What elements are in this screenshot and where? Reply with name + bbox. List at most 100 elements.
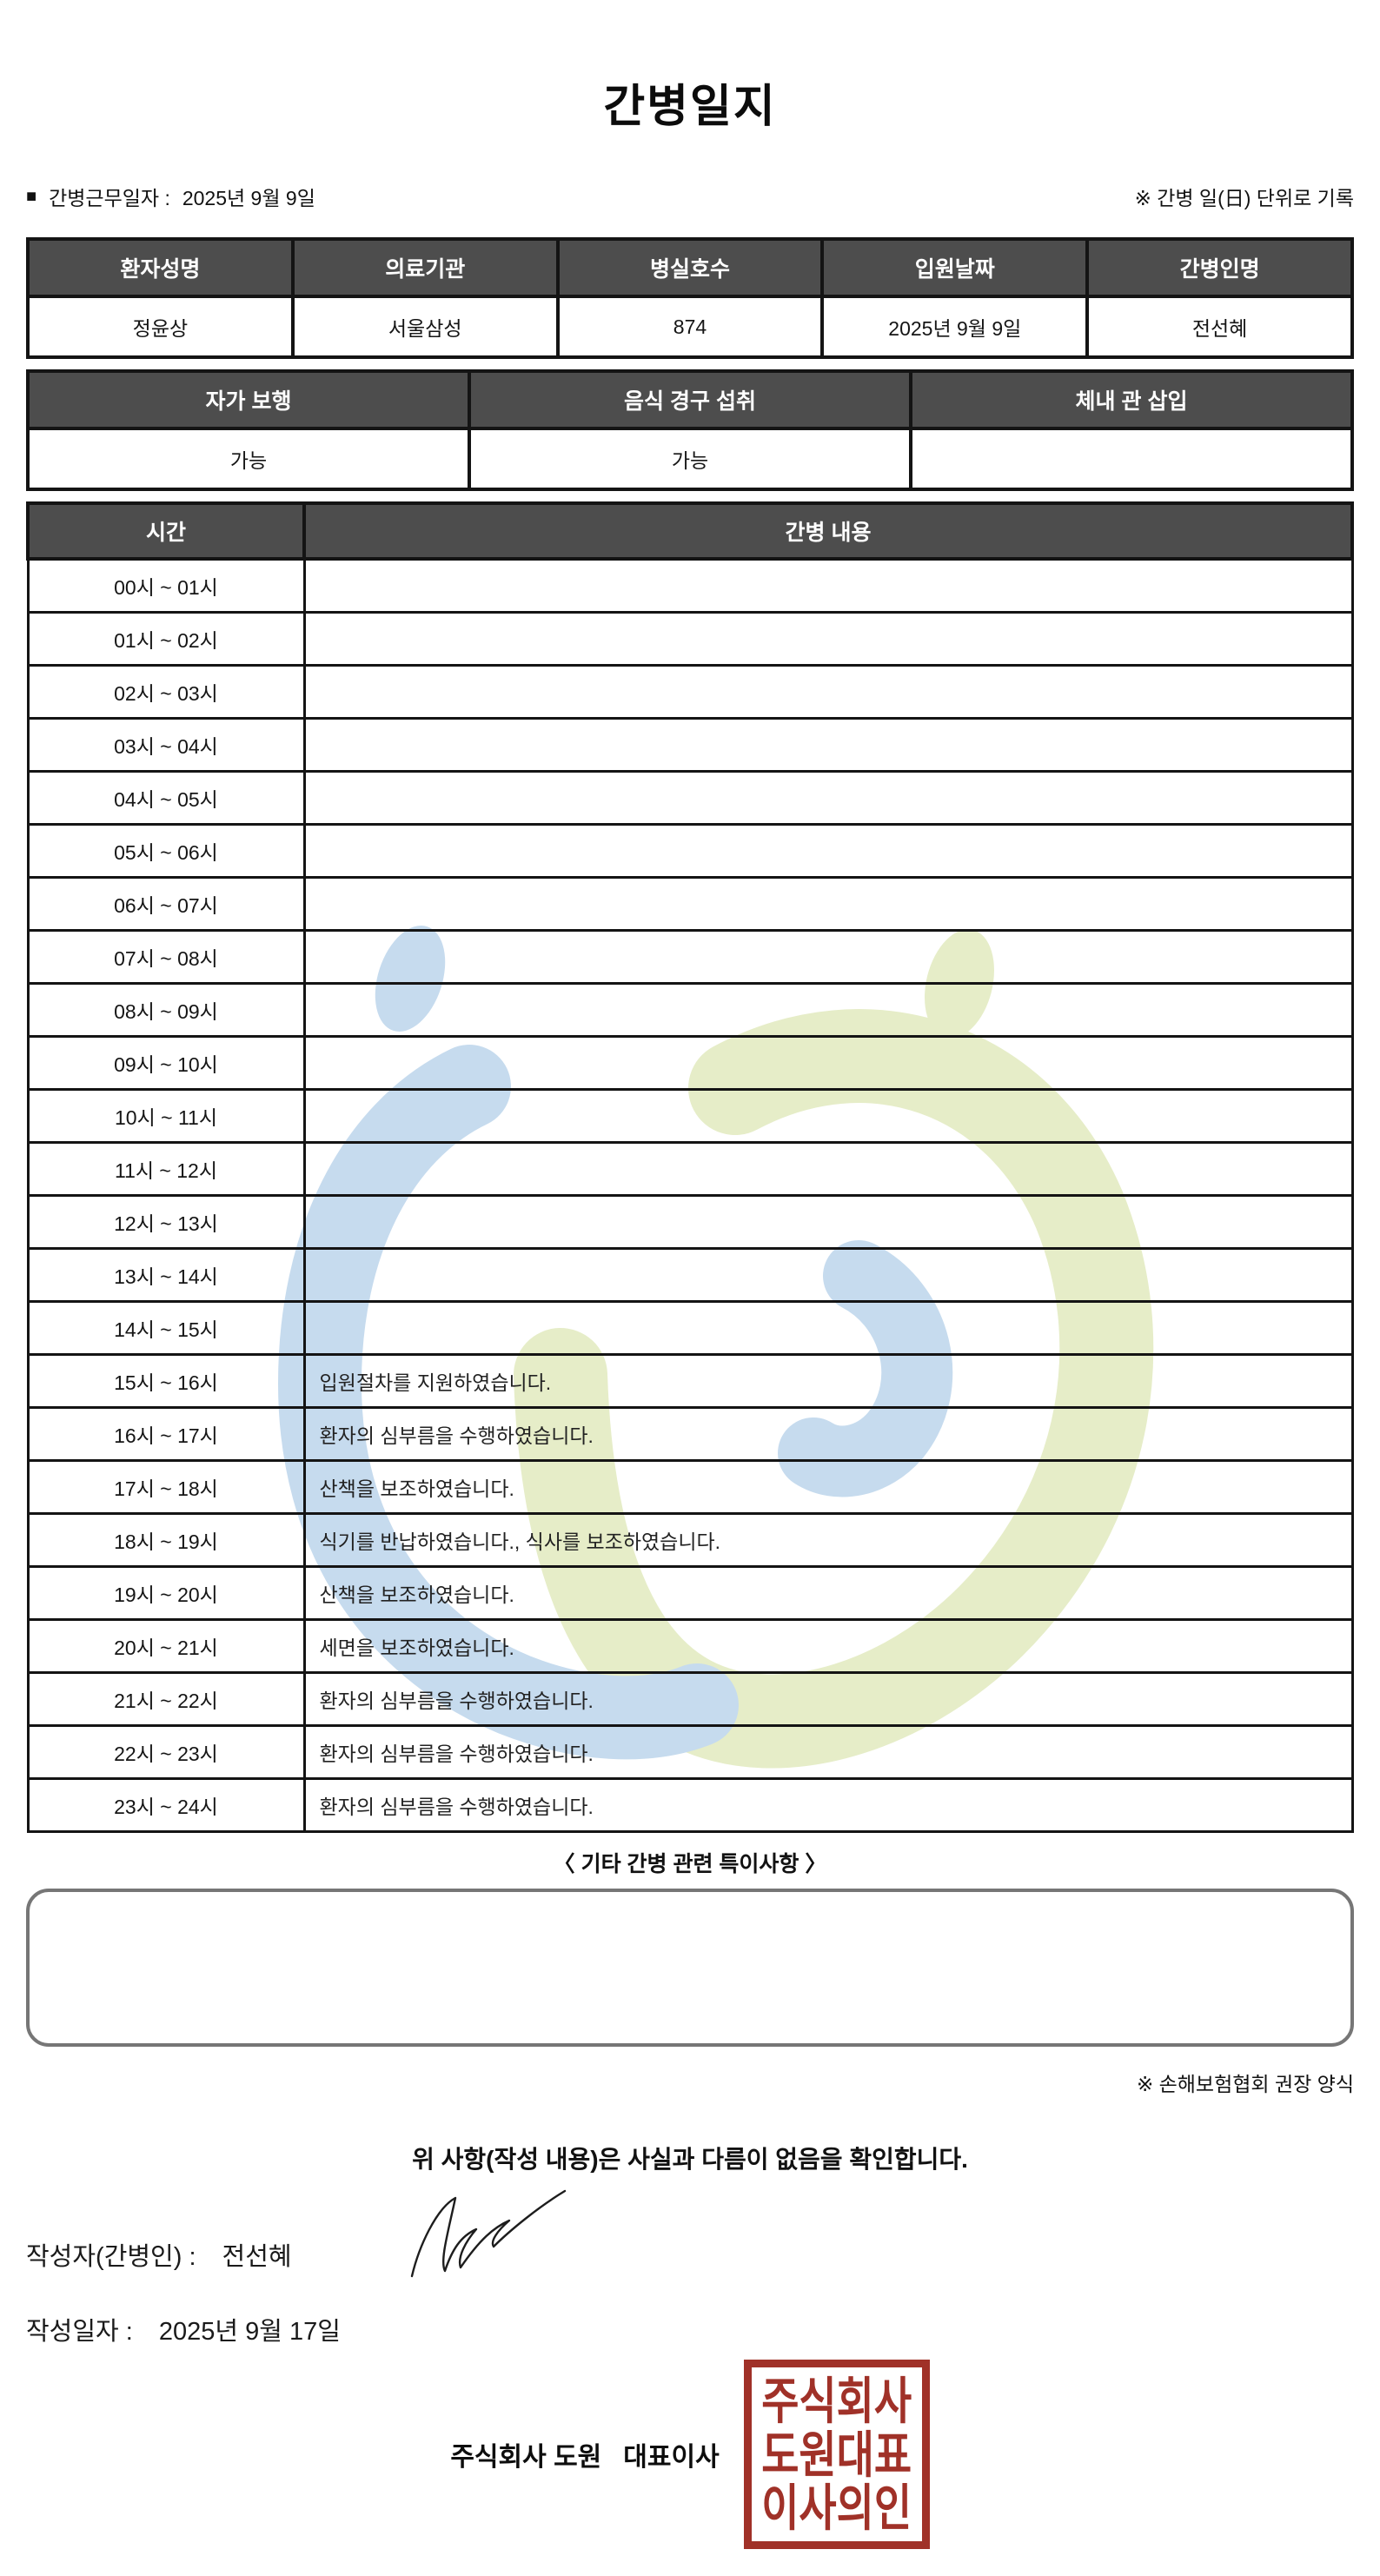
care-content-cell [302, 876, 1354, 932]
care-time-cell: 05시 ~ 06시 [26, 823, 306, 879]
care-content-cell [302, 557, 1354, 614]
care-table-row: 22시 ~ 23시 환자의 심부름을 수행하였습니다. [26, 1724, 1354, 1780]
care-time-cell: 10시 ~ 11시 [26, 1088, 306, 1144]
patient-status-table: 자가 보행 음식 경구 섭취 체내 관 삽입 가능 가능 [26, 369, 1354, 491]
care-time-cell: 04시 ~ 05시 [26, 770, 306, 826]
care-content-cell: 환자의 심부름을 수행하였습니다. [302, 1671, 1354, 1727]
care-table-row: 06시 ~ 07시 [26, 876, 1354, 932]
care-time-cell: 23시 ~ 24시 [26, 1777, 306, 1833]
tube-insertion-value [909, 427, 1354, 491]
care-table-row: 10시 ~ 11시 [26, 1088, 1354, 1144]
care-table-row: 15시 ~ 16시 입원절차를 지원하였습니다. [26, 1353, 1354, 1409]
oral-intake-header: 음식 경구 섭취 [468, 369, 912, 430]
patient-name-value: 정윤상 [26, 295, 295, 359]
care-table-row: 17시 ~ 18시 산책을 보조하였습니다. [26, 1459, 1354, 1515]
care-content-cell [302, 770, 1354, 826]
care-time-cell: 11시 ~ 12시 [26, 1141, 306, 1197]
admission-date-value: 2025년 9월 9일 [820, 295, 1090, 359]
care-time-cell: 14시 ~ 15시 [26, 1300, 306, 1356]
patient-info-header-row: 환자성명 의료기관 병실호수 입원날짜 간병인명 [26, 237, 1354, 298]
company-name: 주식회사 도원 대표이사 [450, 2443, 720, 2472]
work-date-label: 간병근무일자 : [49, 187, 170, 209]
stamp-line: 주식회사 [761, 2372, 912, 2429]
care-time-cell: 19시 ~ 20시 [26, 1565, 306, 1621]
care-time-cell: 01시 ~ 02시 [26, 611, 306, 667]
status-value-row: 가능 가능 [26, 427, 1354, 491]
signature [410, 2189, 567, 2278]
care-table-row: 07시 ~ 08시 [26, 929, 1354, 985]
care-table-row: 18시 ~ 19시 식기를 반납하였습니다., 식사를 보조하였습니다. [26, 1512, 1354, 1568]
recommended-form-note: ※ 손해보험협회 권장 양식 [1136, 2073, 1354, 2095]
care-time-cell: 07시 ~ 08시 [26, 929, 306, 985]
written-date-line: 작성일자 : 2025년 9월 17일 [26, 2311, 1354, 2347]
care-time-cell: 12시 ~ 13시 [26, 1194, 306, 1250]
care-table-row: 02시 ~ 03시 [26, 664, 1354, 720]
self-walking-value: 가능 [26, 427, 471, 491]
care-table-row: 08시 ~ 09시 [26, 982, 1354, 1038]
writer-label: 작성자(간병인) : [26, 2243, 196, 2271]
care-table-row: 03시 ~ 04시 [26, 717, 1354, 773]
care-content-cell [302, 1194, 1354, 1250]
patient-info-table: 환자성명 의료기관 병실호수 입원날짜 간병인명 정윤상 서울삼성 874 20… [26, 237, 1354, 359]
care-time-cell: 22시 ~ 23시 [26, 1724, 306, 1780]
corporate-seal-stamp: 주식회사 도원대표 이사의인 [743, 2360, 930, 2549]
care-time-cell: 21시 ~ 22시 [26, 1671, 306, 1727]
written-date-value: 2025년 9월 17일 [158, 2318, 341, 2346]
written-date-label: 작성일자 : [26, 2318, 133, 2346]
care-content-cell: 산책을 보조하였습니다. [302, 1459, 1354, 1515]
care-content-cell [302, 1088, 1354, 1144]
medical-institution-header: 의료기관 [290, 237, 560, 298]
care-table-row: 21시 ~ 22시 환자의 심부름을 수행하였습니다. [26, 1671, 1354, 1727]
care-table-row: 19시 ~ 20시 산책을 보조하였습니다. [26, 1565, 1354, 1621]
header-info-row: ■ 간병근무일자 : 2025년 9월 9일 ※ 간병 일(日) 단위로 기록 [26, 182, 1354, 211]
care-content-cell [302, 823, 1354, 879]
hourly-care-table: 시간 간병 내용 00시 ~ 01시 01시 ~ 02시 02시 ~ 03시 0… [26, 501, 1354, 1833]
special-notes-box [26, 1889, 1354, 2047]
room-number-value: 874 [555, 295, 825, 359]
care-table-row: 11시 ~ 12시 [26, 1141, 1354, 1197]
oral-intake-value: 가능 [468, 427, 912, 491]
care-content-cell [302, 1035, 1354, 1091]
status-header-row: 자가 보행 음식 경구 섭취 체내 관 삽입 [26, 369, 1354, 430]
room-number-header: 병실호수 [555, 237, 825, 298]
care-time-cell: 13시 ~ 14시 [26, 1247, 306, 1303]
care-time-cell: 03시 ~ 04시 [26, 717, 306, 773]
care-table-row: 20시 ~ 21시 세면을 보조하였습니다. [26, 1618, 1354, 1674]
care-table-row: 09시 ~ 10시 [26, 1035, 1354, 1091]
care-content-cell: 입원절차를 지원하였습니다. [302, 1353, 1354, 1409]
tube-insertion-header: 체내 관 삽입 [909, 369, 1354, 430]
care-time-cell: 18시 ~ 19시 [26, 1512, 306, 1568]
care-table-body: 00시 ~ 01시 01시 ~ 02시 02시 ~ 03시 03시 ~ 04시 … [26, 557, 1354, 1833]
special-notes-heading: 〈 기타 간병 관련 특이사항 〉 [553, 1852, 827, 1876]
care-table-header-row: 시간 간병 내용 [26, 501, 1354, 561]
care-content-cell: 식기를 반납하였습니다., 식사를 보조하였습니다. [302, 1512, 1354, 1568]
writer-name: 전선혜 [222, 2243, 292, 2271]
care-table-row: 16시 ~ 17시 환자의 심부름을 수행하였습니다. [26, 1406, 1354, 1462]
care-table-row: 01시 ~ 02시 [26, 611, 1354, 667]
stamp-line: 이사의인 [761, 2480, 912, 2537]
page-title: 간병일지 [603, 82, 777, 132]
stamp-line: 도원대표 [761, 2426, 912, 2483]
care-content-cell: 환자의 심부름을 수행하였습니다. [302, 1724, 1354, 1780]
care-content-cell [302, 611, 1354, 667]
care-time-cell: 09시 ~ 10시 [26, 1035, 306, 1091]
care-time-cell: 06시 ~ 07시 [26, 876, 306, 932]
confirmation-statement: 위 사항(작성 내용)은 사실과 다름이 없음을 확인합니다. [412, 2146, 968, 2173]
care-content-cell [302, 1141, 1354, 1197]
care-table-row: 05시 ~ 06시 [26, 823, 1354, 879]
unit-note: ※ 간병 일(日) 단위로 기록 [1134, 187, 1354, 209]
care-time-cell: 00시 ~ 01시 [26, 557, 306, 614]
care-content-cell: 환자의 심부름을 수행하였습니다. [302, 1406, 1354, 1462]
care-time-cell: 16시 ~ 17시 [26, 1406, 306, 1462]
work-date-value: 2025년 9월 9일 [182, 187, 315, 209]
care-content-cell [302, 982, 1354, 1038]
care-table-row: 00시 ~ 01시 [26, 557, 1354, 614]
care-content-cell [302, 1300, 1354, 1356]
work-date-line: ■ 간병근무일자 : 2025년 9월 9일 [26, 182, 315, 211]
care-content-cell: 산책을 보조하였습니다. [302, 1565, 1354, 1621]
care-table-row: 13시 ~ 14시 [26, 1247, 1354, 1303]
care-content-cell: 세면을 보조하였습니다. [302, 1618, 1354, 1674]
admission-date-header: 입원날짜 [820, 237, 1090, 298]
caregiver-name-value: 전선혜 [1085, 295, 1354, 359]
